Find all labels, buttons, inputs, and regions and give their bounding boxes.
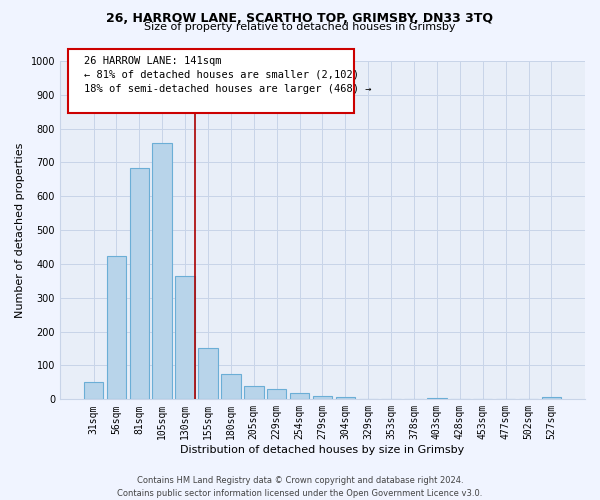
Bar: [152, 143, 172, 400]
Bar: [175, 276, 195, 400]
Bar: [84, 382, 103, 400]
Bar: [290, 393, 309, 400]
Bar: [267, 388, 286, 400]
Bar: [221, 374, 241, 400]
Text: Size of property relative to detached houses in Grimsby: Size of property relative to detached ho…: [144, 22, 456, 32]
Bar: [427, 398, 446, 400]
Bar: [107, 256, 126, 400]
Text: 26, HARROW LANE, SCARTHO TOP, GRIMSBY, DN33 3TQ: 26, HARROW LANE, SCARTHO TOP, GRIMSBY, D…: [107, 12, 493, 26]
Bar: [313, 396, 332, 400]
Bar: [335, 396, 355, 400]
Text: 26 HARROW LANE: 141sqm
← 81% of detached houses are smaller (2,102)
18% of semi-: 26 HARROW LANE: 141sqm ← 81% of detached…: [83, 56, 371, 94]
Bar: [130, 168, 149, 400]
Bar: [244, 386, 263, 400]
FancyBboxPatch shape: [68, 49, 354, 114]
X-axis label: Distribution of detached houses by size in Grimsby: Distribution of detached houses by size …: [181, 445, 464, 455]
Bar: [198, 348, 218, 400]
Bar: [542, 396, 561, 400]
Y-axis label: Number of detached properties: Number of detached properties: [15, 142, 25, 318]
Text: Contains HM Land Registry data © Crown copyright and database right 2024.
Contai: Contains HM Land Registry data © Crown c…: [118, 476, 482, 498]
